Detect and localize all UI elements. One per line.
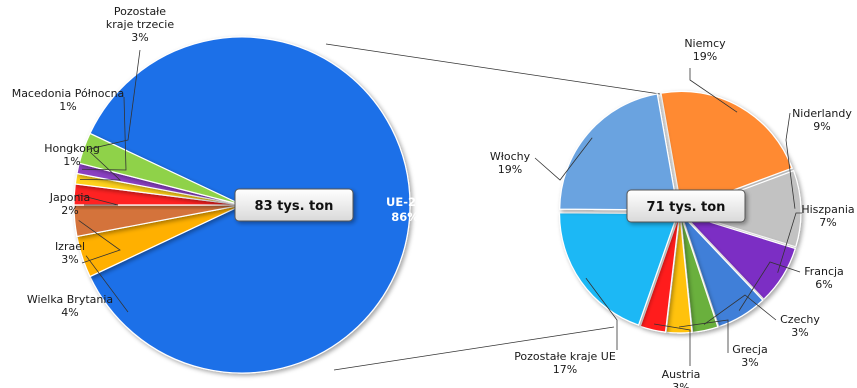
connector-line-top [325, 43, 661, 95]
center-label-box [234, 188, 354, 222]
center-label-text: 83 tys. ton [255, 199, 334, 214]
slice-label-name: Francja [804, 265, 844, 278]
slice-label-value: 3% [131, 31, 148, 44]
center-label-main: 83 tys. ton [234, 188, 354, 222]
leader-line [81, 96, 127, 171]
center-label-box [626, 189, 746, 223]
leader-line [703, 294, 777, 325]
slice-label-value: 19% [498, 163, 522, 176]
connector-line-bottom [333, 326, 615, 371]
slice-label-value: 3% [791, 326, 808, 339]
pie-slice-grecja [665, 214, 693, 334]
slice-label-value: 86% [391, 210, 419, 224]
slice-label-value: 1% [59, 100, 76, 113]
slice-label-name: Grecja [732, 343, 767, 356]
pie-connector-lines [325, 43, 661, 371]
leader-line [534, 137, 593, 181]
slice-label-value: 3% [61, 253, 78, 266]
slice-label-value: 3% [741, 356, 758, 369]
slice-label-name: kraje trzecie [106, 18, 174, 31]
leader-line [78, 220, 121, 264]
leader-line [85, 255, 129, 313]
slice-label-name: Austria [662, 368, 701, 381]
slice-label-name: Hongkong [44, 142, 100, 155]
leader-line [87, 49, 141, 150]
leader-line [654, 323, 691, 366]
slice-label-name: Niderlandy [792, 107, 852, 120]
pie-slice-francja [680, 214, 764, 328]
slice-label-name: Japonia [49, 191, 90, 204]
slice-label-name: UE-27 [386, 195, 424, 209]
slice-label-name: Izrael [55, 240, 85, 253]
leader-line [777, 212, 802, 273]
leader-line [585, 277, 618, 350]
leader-line [679, 319, 729, 353]
leader-line [785, 112, 796, 209]
slice-label-name: Niemcy [684, 37, 726, 50]
leader-line [689, 68, 738, 113]
pie-slice-niemcy [660, 90, 793, 211]
slice-label-name: Czechy [780, 313, 820, 326]
slice-label-name: Włochy [490, 150, 531, 163]
pie-slice-czechy [680, 214, 719, 333]
slice-label-name: Pozostałe kraje UE [514, 350, 616, 363]
slice-label-value: 2% [61, 204, 78, 217]
pie-slice-pozostale-kraje-ue [558, 212, 679, 326]
center-label-breakdown: 71 tys. ton [626, 189, 746, 223]
pie-slice-wlochy [559, 93, 679, 211]
slice-label-value: 3% [672, 381, 689, 388]
pie-slice-austria [639, 214, 680, 333]
pie-slice-hiszpania [680, 212, 797, 301]
slice-label-value: 1% [63, 155, 80, 168]
leader-line [80, 151, 122, 181]
slice-label-value: 17% [553, 363, 577, 376]
leader-line [78, 194, 119, 206]
center-label-text: 71 tys. ton [647, 200, 726, 215]
pie-slice-pozostale-kraje-trzecie [78, 132, 243, 206]
slice-label-name: Macedonia Północna [12, 87, 125, 100]
slice-label-value: 7% [819, 216, 836, 229]
slice-label-value: 19% [693, 50, 717, 63]
pie-center-labels: 83 tys. ton 71 tys. ton [234, 188, 746, 223]
slice-label-name: Wielka Brytania [27, 293, 113, 306]
slice-label-name: Pozostałe [114, 5, 166, 18]
slice-label-value: 4% [61, 306, 78, 319]
slice-label-value: 6% [815, 278, 832, 291]
leader-line [738, 261, 801, 311]
slice-label-value: 9% [813, 120, 830, 133]
slice-label-name: Hiszpania [801, 203, 854, 216]
